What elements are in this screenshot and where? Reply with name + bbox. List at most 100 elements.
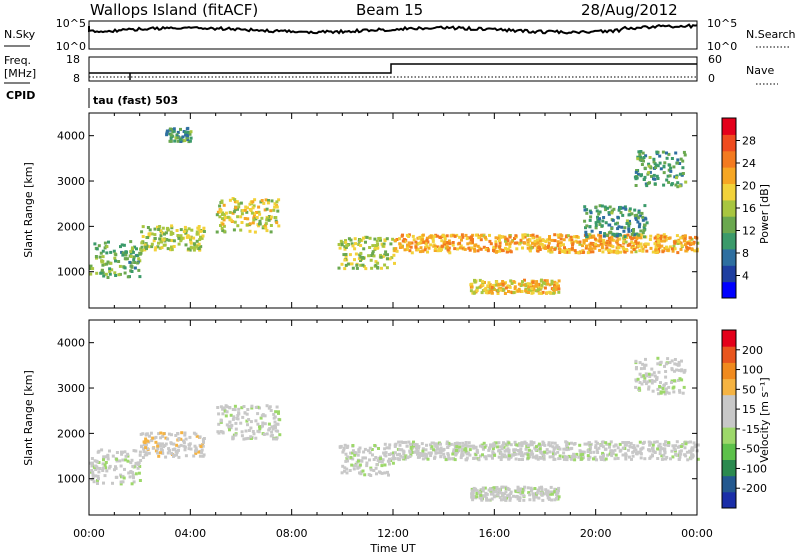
vel-cell (529, 486, 533, 490)
power-cell (597, 220, 601, 223)
power-cell (594, 226, 598, 230)
power-cell (667, 168, 671, 172)
vel-cell (639, 452, 643, 456)
power-cell (237, 205, 241, 209)
vel-cell (349, 451, 353, 455)
power-cell (355, 266, 359, 270)
power-ytick-label: 1000 (57, 266, 85, 279)
power-cell (641, 231, 645, 235)
vel-cell (179, 443, 183, 447)
vel-cell (424, 448, 428, 452)
power-cell (492, 245, 496, 249)
vel-cell (385, 446, 389, 450)
vel-cell (644, 357, 647, 361)
vel-cell (102, 481, 105, 485)
power-cell (522, 283, 526, 287)
vel-cell (657, 392, 660, 396)
vel-cell (680, 359, 683, 363)
power-cell (215, 213, 219, 217)
vel-cell (261, 413, 265, 417)
power-cell (556, 242, 560, 245)
power-cell (529, 283, 532, 287)
vel-cell (484, 455, 488, 459)
vel-cell (485, 496, 488, 500)
vel-cell (682, 385, 686, 389)
vel-cell (224, 404, 228, 408)
power-cell (589, 241, 593, 245)
vel-cbar-swatch (722, 491, 736, 509)
power-cell (114, 253, 118, 257)
power-cell (659, 234, 663, 238)
vel-cell (256, 412, 260, 416)
power-cell (571, 242, 575, 246)
vel-cell (470, 492, 474, 496)
power-cell (659, 239, 663, 243)
power-cell (624, 207, 628, 211)
vel-cell (184, 454, 188, 458)
power-cell (623, 250, 627, 254)
vel-cell (338, 445, 342, 449)
vel-cell (553, 452, 557, 456)
vel-cell (653, 440, 657, 444)
power-cell (340, 243, 344, 247)
power-cell (676, 185, 680, 189)
vel-cell (621, 453, 625, 457)
power-cell (662, 164, 666, 168)
power-cell (190, 228, 194, 232)
vel-cell (233, 404, 237, 408)
vel-cell (657, 444, 661, 448)
vel-cell (224, 414, 228, 418)
power-cell (622, 247, 626, 250)
power-cell (222, 218, 226, 222)
power-cell (555, 282, 559, 286)
power-cell (526, 246, 530, 250)
power-cell (676, 158, 680, 162)
vel-cell (673, 448, 677, 452)
vel-cell (461, 444, 465, 448)
vel-cell (379, 457, 383, 461)
power-cell (644, 242, 648, 246)
vel-cell (557, 486, 561, 490)
power-cell (458, 241, 462, 245)
power-cell (508, 285, 512, 289)
vel-cell (482, 441, 486, 445)
power-cell (468, 246, 472, 250)
vel-cell (177, 448, 180, 452)
vel-cell (647, 385, 651, 389)
power-cell (648, 170, 652, 174)
vel-cell (258, 427, 262, 431)
power-cell (189, 130, 193, 134)
vel-cell (501, 492, 504, 496)
vel-cell (679, 445, 683, 449)
power-cell (113, 256, 117, 260)
power-cell (653, 182, 657, 186)
power-cell (506, 250, 510, 254)
vel-cell (491, 447, 495, 451)
vel-cell (650, 367, 654, 371)
power-cell (438, 235, 442, 239)
power-cell (588, 250, 592, 254)
power-cell (275, 221, 279, 225)
power-cell (460, 246, 464, 250)
vel-cell (692, 441, 696, 445)
vel-cell (131, 473, 135, 477)
power-cell (273, 205, 277, 209)
power-cell (533, 243, 537, 247)
power-cell (228, 210, 232, 214)
power-cell (362, 247, 366, 251)
power-cell (558, 244, 562, 248)
vel-cell (272, 437, 275, 441)
vel-cell (345, 471, 349, 475)
power-cell (347, 237, 351, 241)
vel-cell (663, 451, 667, 455)
vel-cell (564, 440, 568, 444)
power-cell (184, 243, 188, 247)
vel-cell (580, 457, 584, 461)
power-cell (583, 205, 587, 209)
power-cell (246, 206, 249, 210)
power-cell (488, 233, 491, 237)
vel-cell (468, 453, 472, 457)
vel-cell (557, 445, 561, 449)
